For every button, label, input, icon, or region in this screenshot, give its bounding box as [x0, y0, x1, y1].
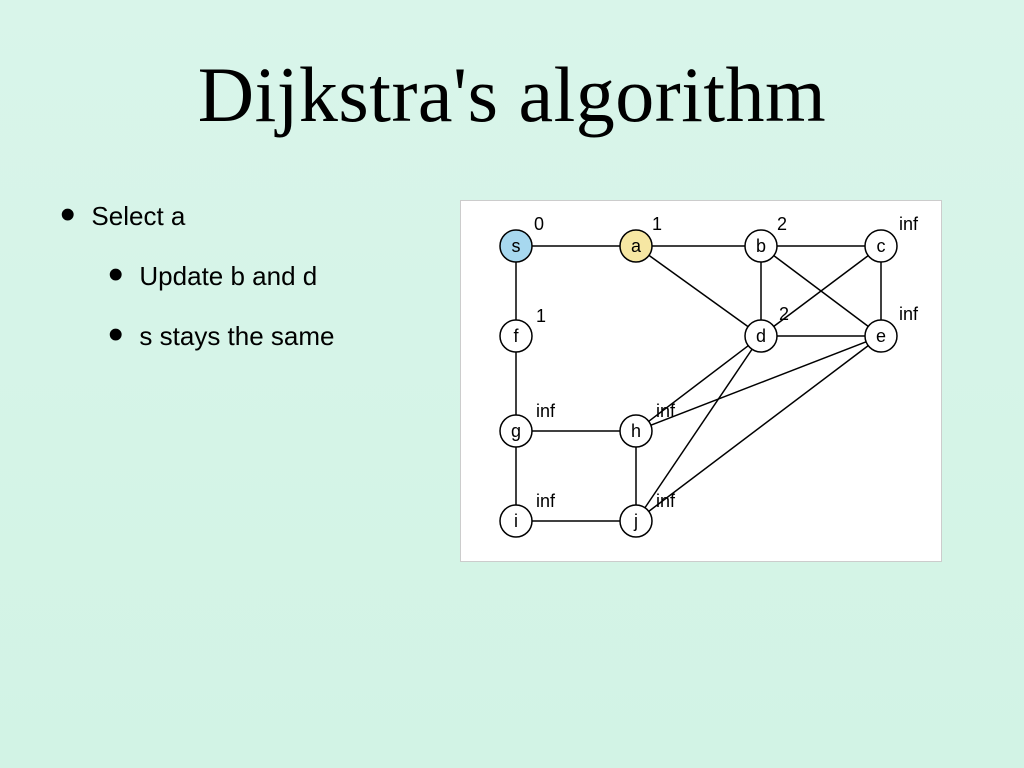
graph-node-distance-f: 1 [536, 306, 546, 326]
bullet-sub-2: • s stays the same [108, 320, 334, 352]
bullet-sub1-text: Update b and d [139, 261, 317, 292]
graph-node-distance-s: 0 [534, 214, 544, 234]
graph-node-label-c: c [877, 236, 886, 256]
bullet-sub2-text: s stays the same [139, 321, 334, 352]
graph-diagram: s0a1b2cinff1d2einfginfhinfiinfjinf [460, 200, 942, 562]
graph-node-label-j: j [633, 511, 638, 531]
graph-node-distance-d: 2 [779, 304, 789, 324]
graph-node-label-h: h [631, 421, 641, 441]
graph-edge [649, 346, 868, 512]
bullet-main: • Select a [60, 200, 334, 232]
graph-node-distance-g: inf [536, 401, 556, 421]
graph-node-distance-c: inf [899, 214, 919, 234]
graph-node-label-b: b [756, 236, 766, 256]
graph-node-distance-a: 1 [652, 214, 662, 234]
graph-node-distance-b: 2 [777, 214, 787, 234]
graph-node-label-d: d [756, 326, 766, 346]
graph-node-distance-j: inf [656, 491, 676, 511]
bullet-main-text: Select a [91, 201, 185, 232]
bullet-dot-icon: • [108, 264, 123, 286]
graph-node-label-g: g [511, 421, 521, 441]
graph-edge [645, 349, 752, 507]
graph-node-label-s: s [512, 236, 521, 256]
graph-node-label-e: e [876, 326, 886, 346]
graph-node-distance-h: inf [656, 401, 676, 421]
page-title: Dijkstra's algorithm [0, 50, 1024, 140]
graph-node-label-a: a [631, 236, 642, 256]
graph-node-label-i: i [514, 511, 518, 531]
graph-node-distance-e: inf [899, 304, 919, 324]
bullet-dot-icon: • [60, 204, 75, 226]
bullet-sub-1: • Update b and d [108, 260, 334, 292]
graph-node-distance-i: inf [536, 491, 556, 511]
graph-edge [651, 342, 866, 425]
bullet-list: • Select a • Update b and d • s stays th… [60, 200, 334, 380]
bullet-dot-icon: • [108, 324, 123, 346]
graph-edge [649, 255, 748, 326]
